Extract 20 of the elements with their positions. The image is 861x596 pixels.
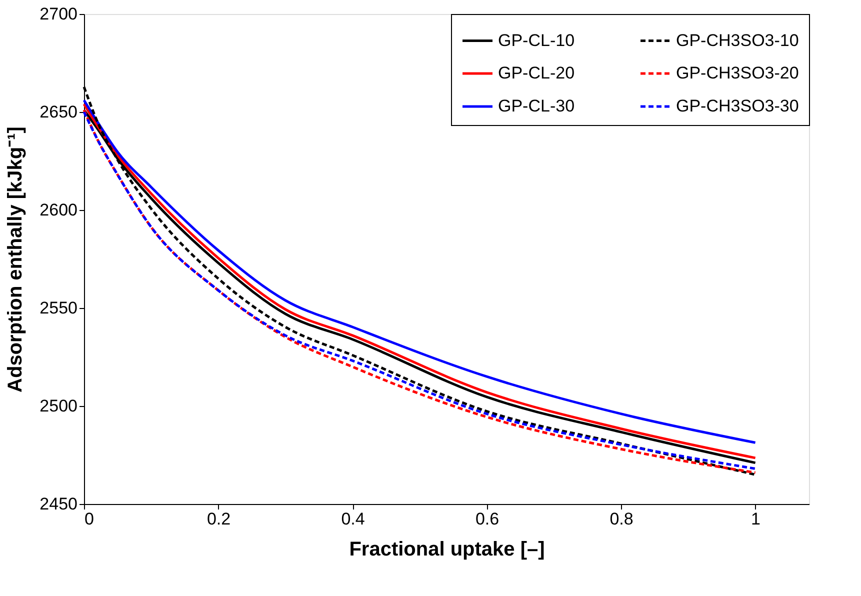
x-tick-label: 0.2	[206, 510, 231, 528]
legend-label: GP-CL-20	[498, 64, 575, 82]
x-tick-label: 0.6	[475, 510, 500, 528]
y-tick-label: 2550	[40, 298, 78, 318]
legend-label: GP-CH3SO3-20	[676, 64, 799, 82]
y-tick-label: 2500	[40, 396, 78, 416]
x-tick-label: 0	[84, 510, 94, 528]
x-tick-label: 0.8	[610, 510, 634, 528]
y-tick-label: 2700	[40, 4, 78, 24]
legend-label: GP-CL-30	[498, 96, 575, 116]
x-axis-title: Fractional uptake [–]	[349, 538, 545, 560]
y-tick-label: 2650	[40, 102, 78, 122]
legend-label: GP-CL-10	[498, 30, 575, 50]
legend-label: GP-CH3SO3-30	[676, 96, 799, 116]
y-tick-label: 2600	[40, 200, 78, 220]
y-tick-label: 2450	[40, 494, 78, 514]
x-tick-label: 1	[751, 510, 761, 528]
y-axis-title: Adsorption enthally [kJkg⁻¹]	[4, 126, 27, 392]
legend-label: GP-CH3SO3-10	[676, 30, 799, 50]
x-tick-label: 0.4	[341, 510, 365, 528]
